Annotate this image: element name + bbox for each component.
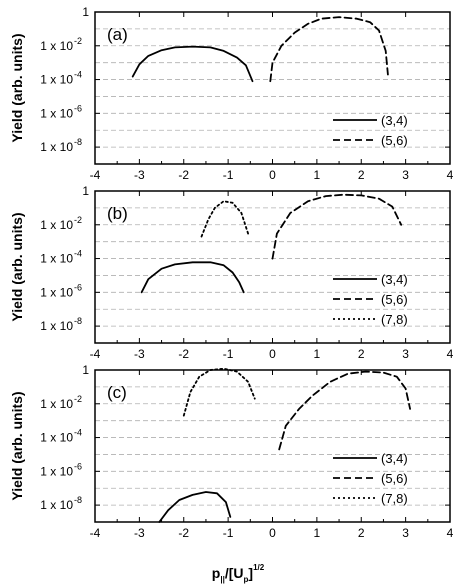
series-line [182, 367, 256, 417]
series-line [271, 193, 403, 260]
y-tick-label: 1 x 10 [40, 319, 73, 333]
x-tick-label: -4 [90, 347, 101, 361]
x-tick-label: -3 [134, 526, 145, 540]
legend-label: (7,8) [381, 491, 408, 506]
legend-label: (3,4) [381, 113, 408, 128]
y-tick-label: 1 x 10 [40, 106, 73, 120]
x-tick-label: -3 [134, 347, 145, 361]
y-tick-label: 1 x 10 [40, 464, 73, 478]
panel-label: (c) [107, 383, 127, 402]
y-axis-title: Yield (arb. units) [9, 391, 25, 500]
x-tick-label: 0 [269, 168, 276, 182]
series-line [140, 261, 245, 294]
y-tick-exponent: -6 [74, 461, 82, 471]
x-axis-title-main: p [212, 565, 221, 581]
panel-label: (b) [107, 204, 128, 223]
x-tick-label: 3 [402, 347, 409, 361]
y-tick-exponent: -4 [74, 428, 82, 438]
x-tick-label: -2 [178, 168, 189, 182]
x-tick-label: -1 [223, 168, 234, 182]
y-tick-label: 1 x 10 [40, 285, 73, 299]
x-tick-label: 4 [447, 347, 454, 361]
x-tick-label: -2 [178, 526, 189, 540]
legend-label: (5,6) [381, 471, 408, 486]
panel-3: -4 -3 -2 -1 0 1 2 3 411 x 10 -21 x 10 -41 x 10 -61 … [9, 363, 454, 540]
x-tick-label: 1 [314, 526, 321, 540]
x-tick-label: 3 [402, 526, 409, 540]
y-tick-exponent: -8 [74, 495, 82, 505]
y-tick-exponent: -4 [74, 249, 82, 259]
x-tick-label: 0 [269, 347, 276, 361]
x-axis-title-end: ] [248, 565, 253, 581]
y-axis-title: Yield (arb. units) [9, 212, 25, 321]
x-axis-title-mid: /[U [225, 565, 244, 581]
x-tick-label: 3 [402, 168, 409, 182]
x-tick-label: -3 [134, 168, 145, 182]
x-tick-label: 4 [447, 526, 454, 540]
series-line [278, 370, 411, 451]
legend-label: (5,6) [381, 133, 408, 148]
y-tick-exponent: -8 [74, 316, 82, 326]
x-axis-title: p||/[Up]1/2 [212, 563, 265, 584]
legend-label: (3,4) [381, 272, 408, 287]
x-tick-label: 2 [358, 168, 365, 182]
series-line [269, 16, 389, 83]
legend-label: (7,8) [381, 312, 408, 327]
x-tick-label: 2 [358, 526, 365, 540]
x-tick-label: -1 [223, 526, 234, 540]
series-line [200, 200, 249, 238]
y-tick-label: 1 [82, 184, 89, 198]
x-tick-label: 4 [447, 168, 454, 182]
panel-label: (a) [107, 25, 128, 44]
x-tick-label: -1 [223, 347, 234, 361]
y-tick-label: 1 x 10 [40, 397, 73, 411]
y-tick-exponent: -2 [74, 215, 82, 225]
y-tick-exponent: -4 [74, 70, 82, 80]
y-tick-label: 1 x 10 [40, 73, 73, 87]
y-tick-label: 1 x 10 [40, 218, 73, 232]
series-line [158, 491, 232, 523]
y-axis-title: Yield (arb. units) [9, 33, 25, 142]
y-tick-label: 1 x 10 [40, 498, 73, 512]
panel-2: -4 -3 -2 -1 0 1 2 3 411 x 10 -21 x 10 -41 x 10 -61 … [9, 184, 454, 361]
x-tick-label: 1 [314, 347, 321, 361]
y-tick-label: 1 x 10 [40, 431, 73, 445]
y-tick-label: 1 [82, 363, 89, 377]
y-tick-label: 1 x 10 [40, 39, 73, 53]
y-tick-label: 1 x 10 [40, 140, 73, 154]
x-tick-label: 2 [358, 347, 365, 361]
y-tick-exponent: -6 [74, 103, 82, 113]
panel-1: -4 -3 -2 -1 0 1 2 3 411 x 10 -21 x 10 -41 x 10 -61 … [9, 5, 454, 182]
y-tick-exponent: -2 [74, 36, 82, 46]
y-tick-exponent: -8 [74, 137, 82, 147]
x-tick-label: -4 [90, 526, 101, 540]
x-tick-label: -2 [178, 347, 189, 361]
y-tick-exponent: -6 [74, 282, 82, 292]
x-axis-title-sup: 1/2 [253, 563, 265, 572]
y-tick-exponent: -2 [74, 394, 82, 404]
x-tick-label: 1 [314, 168, 321, 182]
legend-label: (3,4) [381, 451, 408, 466]
panels: -4 -3 -2 -1 0 1 2 3 411 x 10 -21 x 10 -41 x 10 -61 … [9, 5, 454, 540]
legend-label: (5,6) [381, 292, 408, 307]
y-tick-label: 1 [82, 5, 89, 19]
y-tick-label: 1 x 10 [40, 252, 73, 266]
x-axis-title-sub2: p [244, 575, 249, 584]
series-line [131, 45, 254, 83]
x-tick-label: -4 [90, 168, 101, 182]
x-axis-title-sub: || [220, 575, 224, 584]
x-tick-label: 0 [269, 526, 276, 540]
